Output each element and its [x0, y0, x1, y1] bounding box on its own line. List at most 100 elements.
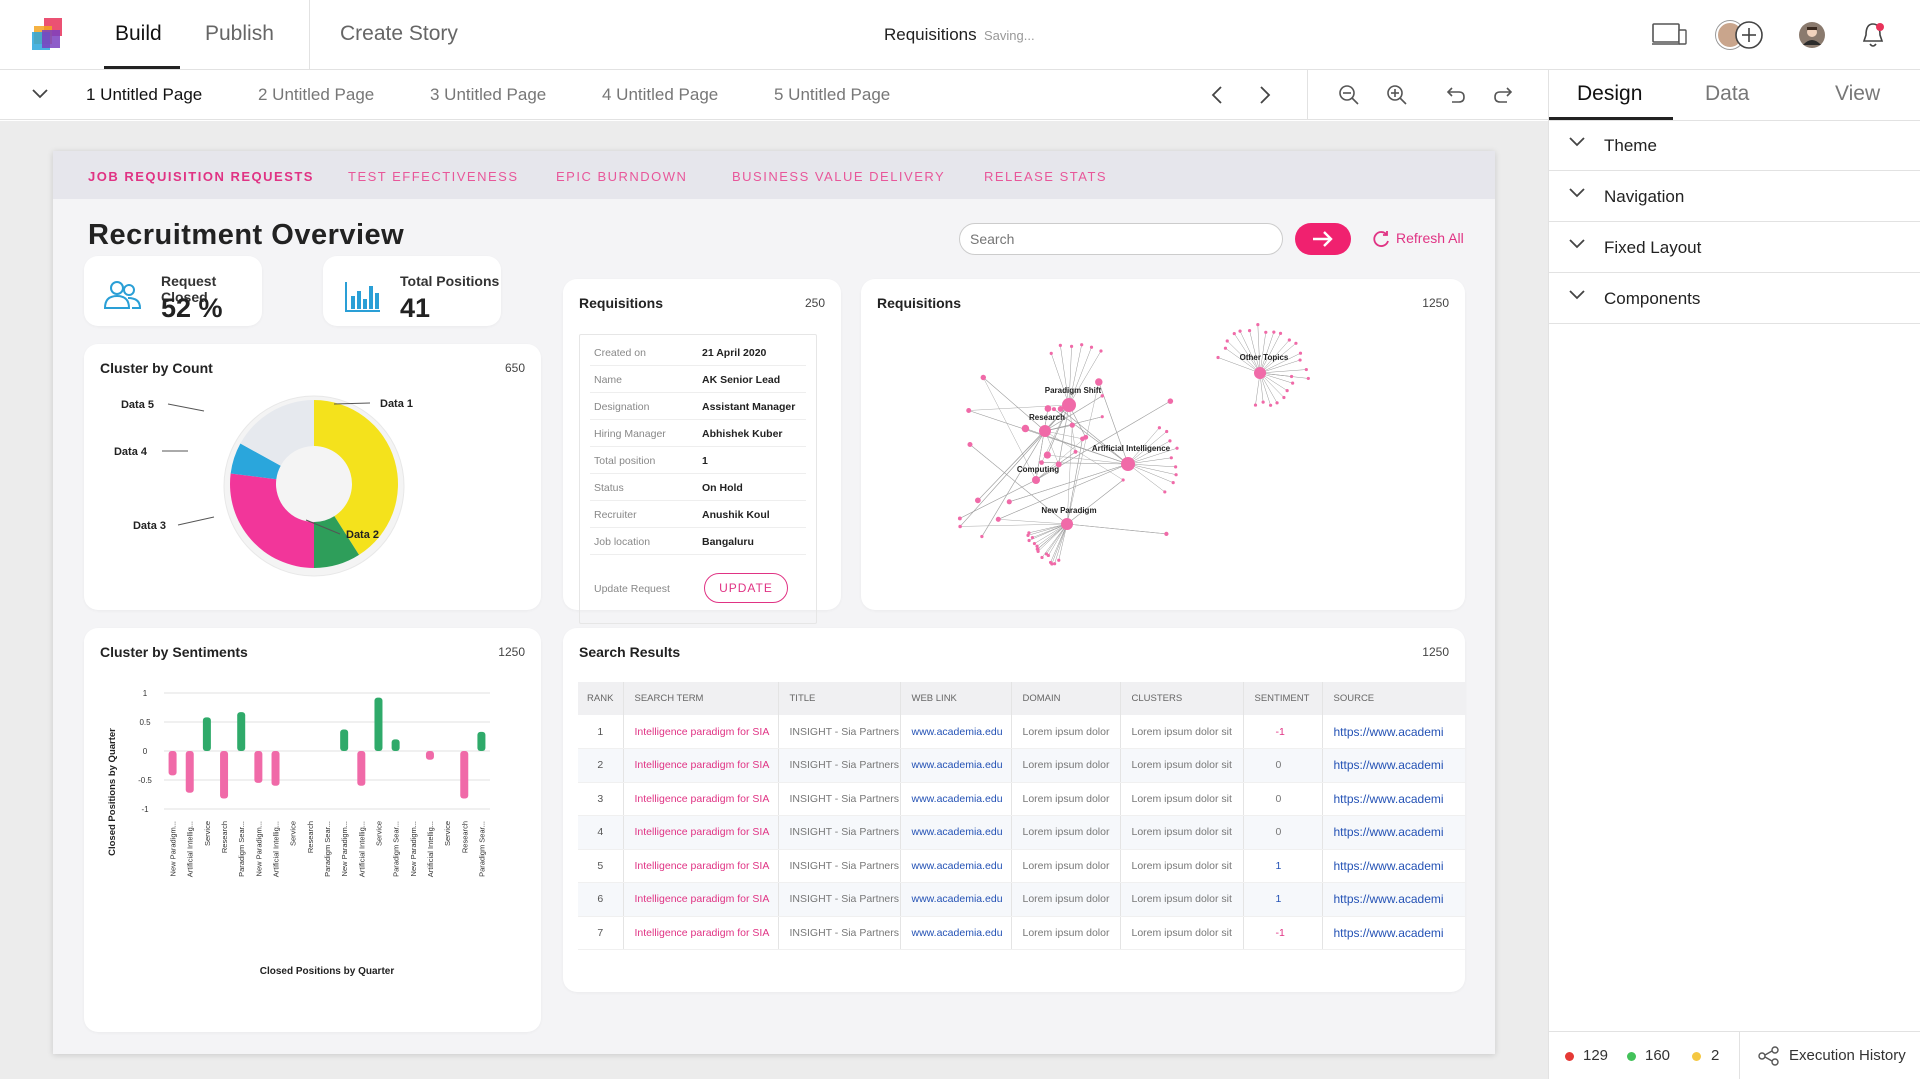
web-link[interactable]: www.academia.edu [900, 849, 1012, 883]
table-row[interactable]: 7 Intelligence paradigm for SIA INSIGHT - … [578, 916, 1465, 950]
zoom-in-icon[interactable] [1386, 84, 1408, 106]
edge [1259, 332, 1275, 374]
node-label: Paradigm Shift [1045, 386, 1102, 395]
undo-icon[interactable] [1444, 85, 1466, 105]
execution-history-button[interactable]: Execution History [1789, 1047, 1906, 1064]
source-link[interactable]: https://www.academi [1322, 748, 1465, 783]
search-input[interactable] [959, 223, 1283, 255]
column-header[interactable]: SENTIMENT [1243, 682, 1323, 715]
web-link[interactable]: www.academia.edu [900, 882, 1012, 917]
bar [374, 697, 383, 751]
update-request-label: Update Request [594, 583, 670, 595]
dash-tab-test-effectiveness[interactable]: TEST EFFECTIVENESS [348, 169, 519, 184]
refresh-icon[interactable] [1373, 230, 1391, 248]
x-tick-label: Artificial Intellig... [426, 821, 435, 877]
tab-build[interactable]: Build [115, 22, 162, 45]
source-link[interactable]: https://www.academi [1322, 849, 1465, 883]
tab-view[interactable]: View [1835, 82, 1881, 105]
edge [959, 404, 1070, 527]
error-count[interactable]: 129 [1583, 1047, 1609, 1064]
dash-tab-business-value[interactable]: BUSINESS VALUE DELIVERY [732, 169, 946, 184]
leaf-node [1169, 456, 1173, 460]
column-header[interactable]: DOMAIN [1011, 682, 1121, 715]
column-header[interactable]: CLUSTERS [1120, 682, 1244, 715]
redo-icon[interactable] [1493, 85, 1515, 105]
leaf-node [1052, 562, 1057, 566]
create-story-button[interactable]: Create Story [340, 22, 458, 45]
tab-design[interactable]: Design [1577, 82, 1643, 105]
add-collaborator-icon[interactable] [1734, 20, 1764, 50]
bar [220, 751, 229, 799]
dash-tab-job-requisition[interactable]: JOB REQUISITION REQUESTS [88, 169, 314, 184]
section-navigation[interactable]: Navigation [1549, 172, 1920, 222]
page-tab-2[interactable]: 2 Untitled Page [258, 85, 375, 104]
refresh-all-button[interactable]: Refresh All [1396, 230, 1464, 246]
node-label: Research [1029, 413, 1065, 422]
column-header[interactable]: RANK [578, 682, 624, 715]
source-link[interactable]: https://www.academi [1322, 782, 1465, 816]
section-theme[interactable]: Theme [1549, 121, 1920, 171]
y-tick-label: -1 [141, 805, 149, 814]
device-preview-icon[interactable] [1652, 22, 1688, 48]
warning-count[interactable]: 2 [1711, 1047, 1720, 1064]
search-term-cell: Intelligence paradigm for SIA [623, 715, 779, 749]
source-link[interactable]: https://www.academi [1322, 715, 1465, 749]
bar [237, 712, 246, 751]
source-link[interactable]: https://www.academi [1322, 882, 1465, 917]
detail-key: Designation [594, 401, 650, 413]
bar [391, 739, 400, 751]
column-header[interactable]: TITLE [778, 682, 901, 715]
source-link[interactable]: https://www.academi [1322, 815, 1465, 850]
sentiment-cell: -1 [1243, 715, 1323, 749]
tab-publish[interactable]: Publish [205, 22, 274, 45]
card-count: 1250 [498, 645, 525, 659]
page-tab-4[interactable]: 4 Untitled Page [602, 85, 719, 104]
x-tick-label: Paradigm Sear... [392, 821, 401, 877]
card-count: 1250 [1422, 645, 1449, 659]
web-link[interactable]: www.academia.edu [900, 815, 1012, 850]
section-fixed-layout[interactable]: Fixed Layout [1549, 223, 1920, 273]
pie-slice [314, 516, 360, 568]
table-row[interactable]: 6 Intelligence paradigm for SIA INSIGHT - … [578, 882, 1465, 917]
rank-cell: 2 [578, 748, 624, 783]
page-tab-5[interactable]: 5 Untitled Page [774, 85, 891, 104]
section-components[interactable]: Components [1549, 274, 1920, 324]
column-header[interactable]: SOURCE [1322, 682, 1465, 715]
notification-bell-icon[interactable] [1860, 21, 1886, 49]
rank-cell: 6 [578, 882, 624, 917]
web-link[interactable]: www.academia.edu [900, 748, 1012, 783]
app-logo[interactable] [32, 18, 66, 52]
web-link[interactable]: www.academia.edu [900, 715, 1012, 749]
table-row[interactable]: 2 Intelligence paradigm for SIA INSIGHT - … [578, 748, 1465, 783]
network-graph[interactable]: Paradigm Shift Research Artificial Intelli… [861, 279, 1465, 610]
table-row[interactable]: 5 Intelligence paradigm for SIA INSIGHT - … [578, 849, 1465, 883]
chevron-left-icon[interactable] [1210, 86, 1224, 104]
table-row[interactable]: 4 Intelligence paradigm for SIA INSIGHT - … [578, 815, 1465, 850]
success-count[interactable]: 160 [1645, 1047, 1671, 1064]
dash-tab-epic-burndown[interactable]: EPIC BURNDOWN [556, 169, 688, 184]
source-link[interactable]: https://www.academi [1322, 916, 1465, 950]
user-avatar[interactable] [1798, 21, 1826, 49]
detail-key: Job location [594, 536, 651, 548]
zoom-out-icon[interactable] [1338, 84, 1360, 106]
table-row[interactable]: 3 Intelligence paradigm for SIA INSIGHT - … [578, 782, 1465, 816]
web-link[interactable]: www.academia.edu [900, 782, 1012, 816]
web-link[interactable]: www.academia.edu [900, 916, 1012, 950]
chevron-down-icon[interactable] [32, 88, 48, 100]
page-tab-3[interactable]: 3 Untitled Page [430, 85, 547, 104]
column-header[interactable]: WEB LINK [900, 682, 1012, 715]
chevron-right-icon[interactable] [1258, 86, 1272, 104]
leaf-node [1304, 367, 1308, 372]
detail-row: Total position 1 [590, 447, 806, 474]
rank-cell: 4 [578, 815, 624, 850]
dash-tab-release-stats[interactable]: RELEASE STATS [984, 169, 1108, 184]
tab-data[interactable]: Data [1705, 82, 1750, 105]
column-header[interactable]: SEARCH TERM [623, 682, 779, 715]
x-tick-label: Artificial Intellig... [186, 821, 195, 877]
search-submit-button[interactable] [1295, 223, 1351, 255]
graph-node [1100, 415, 1104, 419]
page-tab-1[interactable]: 1 Untitled Page [86, 85, 203, 104]
graph-node [966, 407, 972, 413]
update-button[interactable]: UPDATE [704, 573, 788, 603]
table-row[interactable]: 1 Intelligence paradigm for SIA INSIGHT - … [578, 715, 1465, 749]
